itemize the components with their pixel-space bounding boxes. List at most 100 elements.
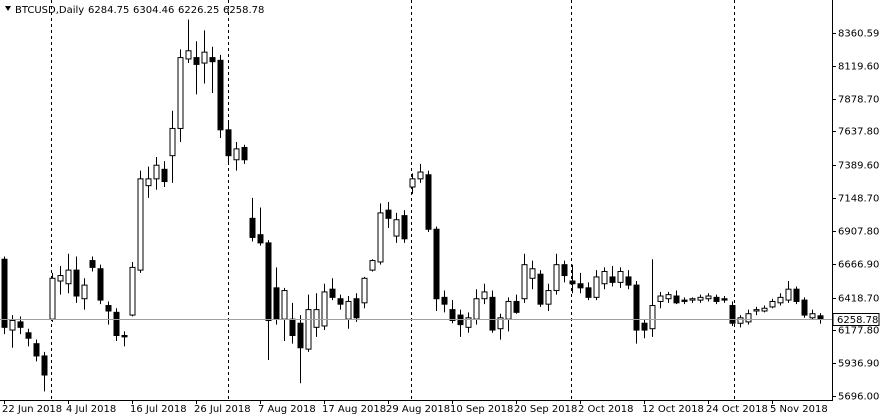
candle-body: [145, 178, 152, 187]
candle-body: [593, 276, 600, 298]
x-tick-label: 22 Jun 2018: [2, 404, 62, 415]
candle-body: [121, 335, 128, 338]
candle-body: [1, 258, 8, 328]
y-tick-label: 7878.70: [838, 95, 879, 106]
candle-body: [785, 288, 792, 301]
candle-body: [793, 288, 800, 302]
candle-body: [441, 296, 448, 305]
candle-body: [169, 127, 176, 157]
candle-body: [481, 291, 488, 300]
candle-body: [81, 284, 88, 300]
candle-body: [609, 276, 616, 283]
header-low: 6226.25: [178, 5, 219, 16]
candle-body: [465, 317, 472, 328]
candle-body: [257, 234, 264, 244]
candle-body: [569, 280, 576, 285]
candle-body: [665, 294, 672, 300]
candle-body: [153, 164, 160, 180]
symbol-title: BTCUSD,Daily: [15, 5, 84, 16]
candle-body: [65, 269, 72, 285]
candle-body: [41, 355, 48, 376]
candle-body: [761, 307, 768, 312]
candle-body: [401, 215, 408, 240]
header-close: 6258.78: [223, 5, 264, 16]
candle-body: [553, 264, 560, 292]
y-tick-label: 6907.80: [838, 227, 879, 238]
candle-body: [161, 168, 168, 183]
candle-body: [425, 174, 432, 230]
price-label: 6258.78: [837, 315, 878, 326]
y-tick-label: 7389.60: [838, 161, 879, 172]
candle-body: [545, 290, 552, 305]
candle-body: [513, 300, 520, 313]
y-tick-label: 6666.90: [838, 260, 879, 271]
candle-body: [289, 318, 296, 337]
candle-body: [505, 300, 512, 320]
candle-body: [769, 300, 776, 308]
header-icon: [5, 6, 11, 11]
candle-body: [233, 148, 240, 161]
candle-body: [193, 57, 200, 65]
candle-body: [265, 242, 272, 322]
candle-body: [305, 309, 312, 350]
candle-body: [601, 270, 608, 285]
x-tick-label: 29 Aug 2018: [386, 404, 450, 415]
candle-body: [113, 311, 120, 337]
x-tick-label: 10 Sep 2018: [450, 404, 513, 415]
candle-body: [49, 277, 56, 320]
candle-body: [73, 269, 80, 297]
candle-body: [345, 300, 352, 320]
candle-body: [249, 217, 256, 238]
candle-body: [201, 51, 208, 64]
candle-body: [681, 299, 688, 302]
candle-body: [337, 298, 344, 305]
candle-body: [497, 317, 504, 330]
candle-body: [561, 264, 568, 277]
candle-body: [753, 309, 760, 312]
candle-body: [25, 332, 32, 339]
candle-body: [313, 309, 320, 328]
candle-body: [817, 315, 824, 320]
candle-body: [577, 283, 584, 289]
candle-body: [745, 313, 752, 323]
candle-body: [673, 295, 680, 304]
candle-body: [129, 266, 136, 316]
candle-body: [177, 57, 184, 129]
candle-body: [417, 171, 424, 180]
candle-body: [617, 270, 624, 283]
x-tick-label: 24 Oct 2018: [706, 404, 768, 415]
candle-body: [209, 57, 216, 63]
candle-body: [713, 296, 720, 302]
candle-body: [385, 209, 392, 219]
candle-body: [737, 317, 744, 324]
candle-body: [89, 260, 96, 268]
month-separators: [51, 0, 735, 400]
candle-body: [777, 296, 784, 304]
candle-body: [377, 212, 384, 263]
candle-body: [657, 295, 664, 302]
y-tick-label: 6177.80: [838, 326, 879, 337]
candle-body: [697, 296, 704, 301]
x-tick-label: 16 Jul 2018: [130, 404, 187, 415]
y-tick-label: 8360.59: [838, 29, 879, 40]
candle-body: [273, 287, 280, 320]
candle-body: [217, 59, 224, 131]
y-tick-label: 7637.80: [838, 127, 879, 138]
y-tick-label: 8119.60: [838, 62, 879, 73]
candle-body: [185, 50, 192, 60]
candle-body: [721, 298, 728, 301]
candle-body: [241, 147, 248, 161]
candle-body: [369, 260, 376, 271]
candle-body: [633, 284, 640, 331]
x-tick-label: 17 Aug 2018: [322, 404, 386, 415]
candle-body: [361, 277, 368, 304]
x-tick-label: 20 Sep 2018: [514, 404, 577, 415]
candle-body: [433, 228, 440, 300]
candle-body: [409, 178, 416, 188]
candle-body: [297, 322, 304, 349]
candles: [1, 19, 824, 392]
x-tick-label: 5 Nov 2018: [770, 404, 828, 415]
price-label-box: [832, 313, 880, 326]
